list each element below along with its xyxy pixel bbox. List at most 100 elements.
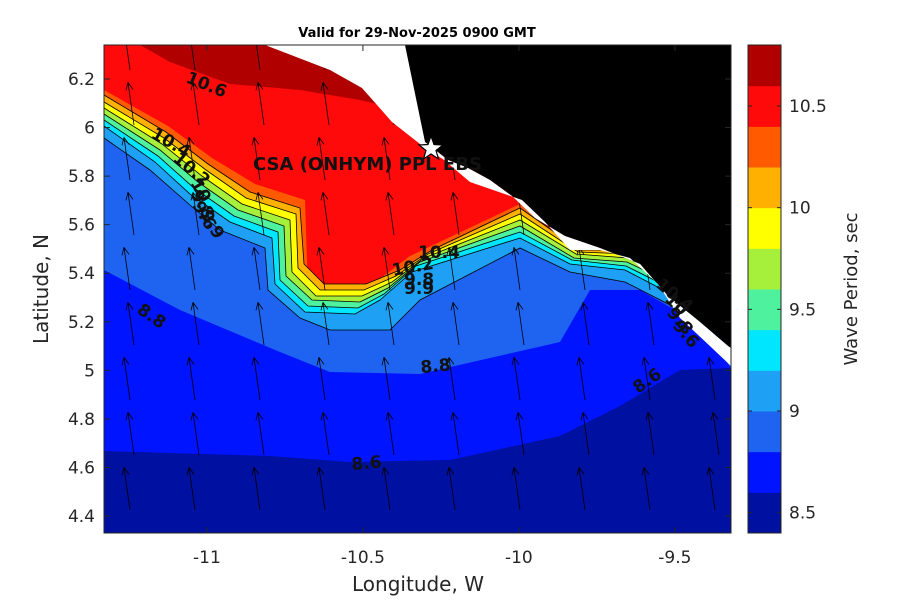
colorbar-segment — [748, 492, 781, 534]
wave-arrow — [316, 357, 326, 401]
y-tick-label: 5 — [84, 361, 95, 381]
period-band-0 — [104, 368, 731, 533]
x-tick-label: -11 — [193, 548, 221, 568]
wave-arrow — [190, 82, 200, 126]
wave-arrow — [381, 247, 391, 291]
wave-arrow — [255, 192, 265, 236]
wave-arrow — [450, 412, 460, 456]
wave-arrow — [255, 302, 265, 346]
wave-arrow — [641, 357, 651, 401]
wave-arrow — [515, 412, 525, 456]
wave-arrow — [576, 467, 586, 511]
wave-arrow — [641, 467, 651, 511]
wave-arrow — [515, 302, 525, 346]
x-tick-label: -10 — [505, 548, 533, 568]
wave-arrow — [645, 412, 655, 456]
wave-arrow — [316, 247, 326, 291]
y-tick-label: 5.4 — [68, 264, 95, 284]
wave-arrow — [320, 302, 330, 346]
y-tick-label: 6.2 — [68, 70, 95, 90]
wave-arrow — [190, 302, 200, 346]
y-tick-label: 4.6 — [68, 458, 95, 478]
wave-arrow — [511, 247, 521, 291]
colorbar-segment — [748, 126, 781, 168]
wave-arrow — [580, 412, 590, 456]
wave-arrow — [706, 467, 716, 511]
wave-arrow — [316, 467, 326, 511]
axes-frame — [103, 44, 732, 534]
wave-arrow — [381, 357, 391, 401]
wave-arrow — [385, 302, 395, 346]
x-tick-label: -10.5 — [341, 548, 385, 568]
wave-arrow — [186, 357, 196, 401]
wave-arrow — [256, 45, 261, 71]
wave-arrow — [385, 412, 395, 456]
colorbar-segment — [748, 370, 781, 412]
wave-arrow — [446, 467, 456, 511]
contour-line-0 — [104, 137, 731, 353]
y-tick-label: 4.8 — [68, 410, 95, 430]
contour-label: 8.8 — [420, 355, 452, 378]
x-ticks: -11 -10.5 -10 -9.5 — [193, 45, 691, 568]
wave-arrow — [710, 412, 720, 456]
colorbar-tick-label: 8.5 — [789, 504, 816, 524]
wave-arrow — [125, 82, 135, 126]
wave-arrow — [251, 137, 261, 181]
wave-arrow — [385, 192, 395, 236]
wave-arrow — [251, 357, 261, 401]
wave-arrow — [381, 137, 391, 181]
wave-arrow — [186, 247, 196, 291]
y-tick-label: 5.8 — [68, 167, 95, 187]
wave-arrow — [121, 357, 131, 401]
colorbar-segment — [748, 329, 781, 371]
contour-label: 9.9 — [404, 279, 434, 299]
wave-arrow — [381, 467, 391, 511]
wave-arrow — [320, 412, 330, 456]
wave-arrow — [190, 412, 200, 456]
contour-label: 8.6 — [351, 452, 383, 475]
colorbar-segment — [748, 167, 781, 209]
map-title: Valid for 29-Nov-2025 0900 GMT — [298, 26, 536, 41]
wave-arrow — [251, 247, 261, 291]
land-mass — [265, 45, 731, 348]
contour-line-3 — [104, 113, 731, 341]
wave-arrow — [320, 192, 330, 236]
wave-arrow — [316, 137, 326, 181]
wave-arrow — [121, 137, 131, 181]
colorbar-tick-label: 9 — [789, 402, 800, 422]
wave-arrow — [126, 45, 131, 71]
colorbar-frame — [747, 44, 782, 534]
wave-arrow — [186, 467, 196, 511]
colorbar-segment — [748, 451, 781, 493]
wave-arrow — [446, 357, 456, 401]
wave-arrow — [255, 82, 265, 126]
wave-arrow — [125, 412, 135, 456]
y-axis-label: Latitude, N — [29, 234, 53, 344]
wave-arrow — [706, 357, 716, 401]
y-tick-label: 5.2 — [68, 313, 95, 333]
wave-arrow — [121, 467, 131, 511]
y-ticks: 4.4 4.6 4.8 5 5.2 5.4 5.6 5.8 6 6.2 — [68, 70, 731, 527]
contour-line-4 — [104, 107, 731, 337]
contour-line-2 — [104, 119, 731, 345]
wave-arrow — [251, 467, 261, 511]
colorbar-segment — [748, 85, 781, 127]
colorbar-ticks: 8.5 9 9.5 10 10.5 — [748, 97, 827, 524]
wave-arrow — [446, 247, 456, 291]
contour-label: 10.4 — [418, 243, 460, 263]
contour-line-5 — [104, 101, 731, 333]
x-axis-label: Longitude, W — [352, 572, 484, 596]
contour-line-1 — [104, 125, 731, 349]
wave-arrow — [190, 192, 200, 236]
x-tick-label: -9.5 — [658, 548, 691, 568]
wave-arrow — [580, 302, 590, 346]
wave-arrow — [320, 82, 330, 126]
wave-arrow — [125, 192, 135, 236]
wave-arrow — [121, 247, 131, 291]
wave-arrow — [191, 45, 196, 71]
y-tick-label: 6 — [84, 119, 95, 139]
colorbar-tick-label: 10.5 — [789, 97, 827, 117]
wave-arrow — [511, 357, 521, 401]
contour-label: 9.8 — [404, 270, 434, 290]
